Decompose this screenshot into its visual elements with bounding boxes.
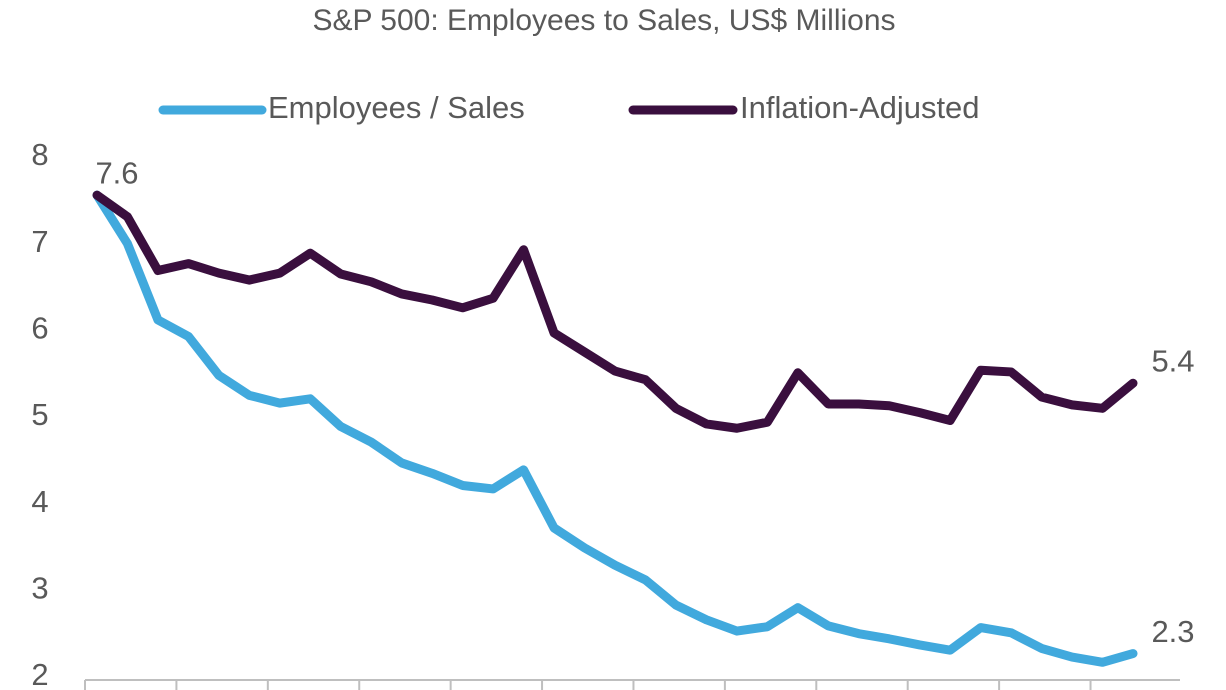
y-tick-label: 7 (31, 224, 48, 259)
y-tick-label: 6 (31, 311, 48, 346)
y-tick-label: 4 (31, 484, 48, 519)
data-label: 5.4 (1151, 343, 1194, 378)
chart-title: S&P 500: Employees to Sales, US$ Million… (312, 4, 895, 37)
y-tick-label: 3 (31, 571, 48, 606)
data-label: 7.6 (95, 155, 138, 190)
legend-label: Inflation-Adjusted (740, 90, 980, 125)
y-tick-label: 2 (31, 657, 48, 690)
legend-label: Employees / Sales (268, 90, 525, 125)
y-tick-label: 5 (31, 397, 48, 432)
line-series (92, 190, 1138, 433)
line-series (92, 190, 1138, 667)
y-tick-label: 8 (31, 137, 48, 172)
data-label: 2.3 (1151, 614, 1194, 649)
